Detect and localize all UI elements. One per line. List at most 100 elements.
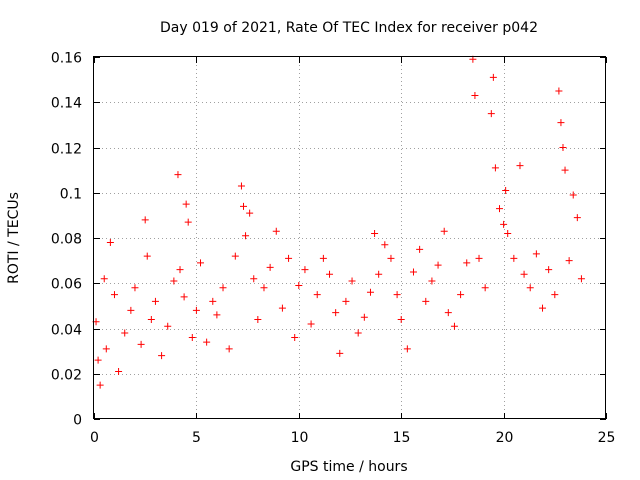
data-point xyxy=(188,334,196,342)
data-point xyxy=(342,297,350,305)
data-point xyxy=(100,275,108,283)
data-point xyxy=(164,322,172,330)
y-tick-label: 0.04 xyxy=(51,323,82,339)
data-point xyxy=(260,284,268,292)
data-point xyxy=(151,297,159,305)
x-tick-labels: 0 5 10 15 20 25 xyxy=(90,430,615,446)
data-point xyxy=(471,91,479,99)
data-point xyxy=(545,266,553,274)
data-point xyxy=(272,227,280,235)
data-point xyxy=(444,309,452,317)
data-point xyxy=(440,227,448,235)
x-tick-label: 10 xyxy=(291,430,309,446)
x-tick-label: 5 xyxy=(192,430,201,446)
data-point xyxy=(240,202,248,210)
data-point xyxy=(137,340,145,348)
data-point xyxy=(348,277,356,285)
data-point xyxy=(489,73,497,81)
data-point xyxy=(319,254,327,262)
y-tick-label: 0.06 xyxy=(51,277,82,293)
data-points xyxy=(92,55,585,389)
data-point xyxy=(242,232,250,240)
data-point xyxy=(291,334,299,342)
data-point xyxy=(532,250,540,258)
data-point xyxy=(381,241,389,249)
data-point xyxy=(184,218,192,226)
y-tick-label: 0.08 xyxy=(51,232,82,248)
y-axis-title: ROTI / TECUs xyxy=(6,192,22,284)
data-point xyxy=(375,270,383,278)
data-point xyxy=(557,119,565,127)
data-point xyxy=(246,209,254,217)
data-point xyxy=(520,270,528,278)
data-point xyxy=(141,216,149,224)
data-point xyxy=(278,304,286,312)
y-tick-label: 0.02 xyxy=(51,368,82,384)
data-point xyxy=(285,254,293,262)
y-tick-label: 0 xyxy=(73,413,82,429)
data-point xyxy=(366,288,374,296)
data-point xyxy=(332,309,340,317)
data-point xyxy=(565,257,573,265)
data-point xyxy=(450,322,458,330)
grid xyxy=(94,57,606,419)
data-point xyxy=(569,191,577,199)
data-point xyxy=(504,229,512,237)
data-point xyxy=(487,110,495,118)
data-point xyxy=(213,311,221,319)
data-point xyxy=(307,320,315,328)
data-point xyxy=(403,345,411,353)
data-point xyxy=(203,338,211,346)
data-point xyxy=(463,259,471,267)
data-point xyxy=(96,381,104,389)
data-point xyxy=(102,345,110,353)
data-point xyxy=(115,367,123,375)
data-point xyxy=(561,166,569,174)
data-point xyxy=(301,266,309,274)
data-point xyxy=(237,182,245,190)
data-point xyxy=(500,220,508,228)
data-point xyxy=(326,270,334,278)
data-point xyxy=(94,356,102,364)
data-point xyxy=(110,291,118,299)
data-point xyxy=(250,275,258,283)
data-point xyxy=(516,162,524,170)
data-point xyxy=(416,245,424,253)
data-point xyxy=(266,263,274,271)
data-point xyxy=(573,214,581,222)
data-point xyxy=(475,254,483,262)
data-point xyxy=(225,345,233,353)
data-point xyxy=(457,291,465,299)
data-point xyxy=(127,306,135,314)
data-point xyxy=(131,284,139,292)
y-tick-label: 0.1 xyxy=(60,187,82,203)
data-point xyxy=(551,291,559,299)
data-point xyxy=(577,275,585,283)
data-point xyxy=(143,252,151,260)
data-point xyxy=(106,239,114,247)
x-tick-label: 15 xyxy=(393,430,411,446)
data-point xyxy=(502,186,510,194)
data-point xyxy=(526,284,534,292)
data-point xyxy=(393,291,401,299)
data-point xyxy=(121,329,129,337)
data-point xyxy=(147,315,155,323)
data-point xyxy=(180,293,188,301)
data-point xyxy=(295,282,303,290)
y-tick-label: 0.12 xyxy=(51,142,82,158)
y-tick-label: 0.16 xyxy=(51,51,82,67)
data-point xyxy=(481,284,489,292)
data-point xyxy=(555,87,563,95)
data-point xyxy=(496,205,504,213)
data-point xyxy=(491,164,499,172)
data-point xyxy=(434,261,442,269)
data-point xyxy=(539,304,547,312)
y-tick-labels: 0 0.02 0.04 0.06 0.08 0.1 0.12 0.14 0.16 xyxy=(51,51,82,429)
data-point xyxy=(409,268,417,276)
data-point xyxy=(428,277,436,285)
data-point xyxy=(336,349,344,357)
data-point xyxy=(510,254,518,262)
data-point xyxy=(219,284,227,292)
data-point xyxy=(422,297,430,305)
